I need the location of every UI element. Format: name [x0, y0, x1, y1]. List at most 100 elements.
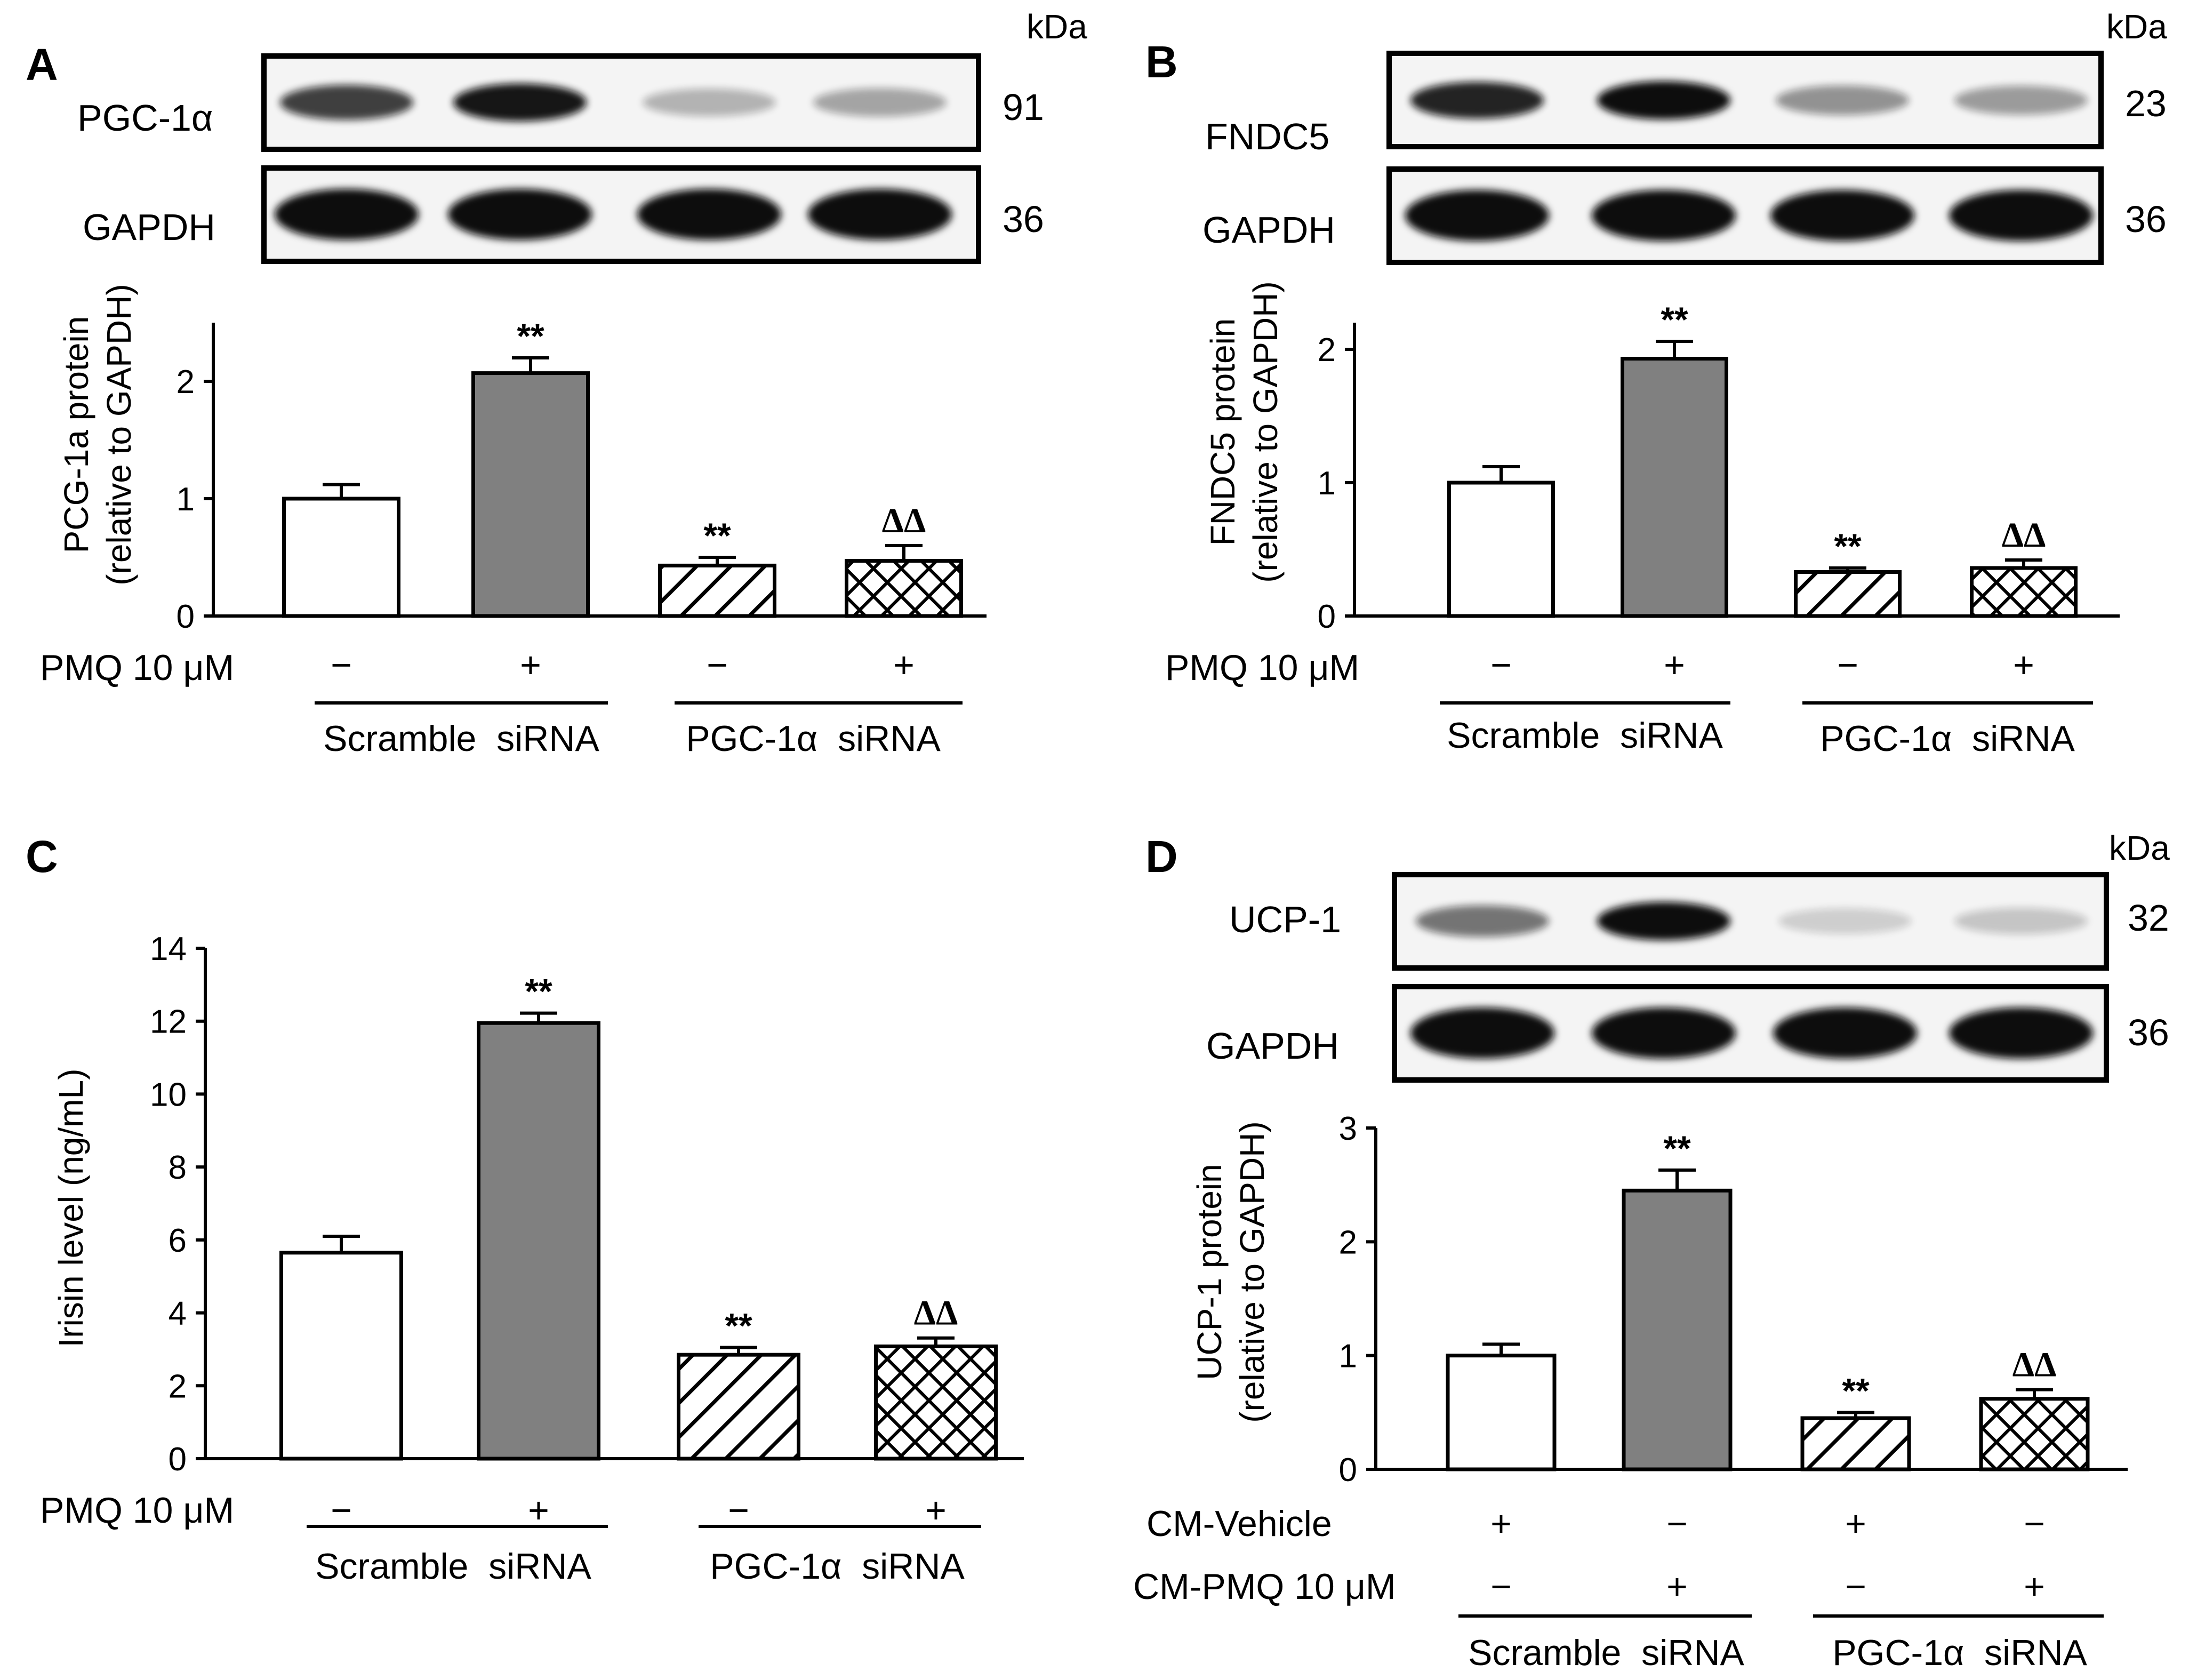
band-a-0-3: [813, 88, 947, 117]
blot-bands-gapdh-b: [1405, 190, 2093, 241]
y-tick-label-a-1: 1: [177, 481, 195, 518]
y-axis-label-a-line2: (relative to GAPDH): [100, 284, 138, 585]
group-label-pgc1a-d: PGC-1α siRNA: [1832, 1633, 2087, 1673]
significance-d-2: **: [1842, 1371, 1870, 1410]
band-d-1-1: [1592, 1007, 1736, 1059]
y-tick-label-b-0: 0: [1318, 598, 1336, 635]
y-axis-label-d-line2: (relative to GAPDH): [1233, 1121, 1271, 1422]
y-tick-label-d-2: 2: [1339, 1224, 1357, 1261]
bars-c: ** ** ΔΔ: [279, 972, 998, 1461]
band-d-0-3: [1954, 908, 2088, 934]
bar-d-1: [1622, 1188, 1733, 1471]
sign-d-1-2: −: [1845, 1566, 1866, 1607]
blot-bands-ucp1: [1416, 902, 2088, 940]
blot-label-gapdh-d: GAPDH: [1206, 1025, 1339, 1067]
significance-b-1: **: [1661, 300, 1688, 339]
y-tick-label-d-0: 0: [1339, 1452, 1357, 1489]
y-tick-label-c-4: 8: [169, 1149, 187, 1186]
sign-d-1-3: +: [2024, 1566, 2045, 1607]
sign-a-0-1: +: [520, 645, 541, 685]
band-b-0-2: [1776, 85, 1909, 115]
band-d-0-1: [1597, 902, 1730, 940]
condition-label-b-pmq: PMQ 10 μM: [1165, 647, 1359, 688]
bar-c-2: [677, 1353, 800, 1461]
significance-a-3: ΔΔ: [882, 501, 926, 540]
band-b-1-3: [1949, 190, 2093, 241]
band-b-0-1: [1597, 81, 1730, 119]
blot-kda-pgc1a: 91: [1003, 86, 1044, 128]
band-d-0-2: [1778, 908, 1912, 934]
y-tick-label-c-6: 12: [150, 1004, 187, 1041]
sign-c-0-1: +: [528, 1490, 549, 1531]
panel-letter-b: B: [1145, 37, 1178, 87]
significance-d-3: ΔΔ: [2012, 1346, 2057, 1385]
bar-d-0: [1446, 1354, 1557, 1471]
y-tick-label-c-0: 0: [169, 1441, 187, 1478]
significance-c-3: ΔΔ: [914, 1294, 958, 1333]
sign-d-1-0: −: [1490, 1566, 1512, 1607]
bars-a: ** ** ΔΔ: [282, 316, 963, 618]
sign-b-0-1: +: [1664, 645, 1685, 685]
panel-letter-c: C: [26, 831, 58, 882]
kda-header-d: kDa: [2109, 829, 2170, 867]
bar-c-3: [874, 1344, 998, 1461]
y-axis-label-d-line1: UCP-1 protein: [1190, 1164, 1229, 1380]
y-tick-label-a-2: 2: [177, 364, 195, 401]
band-b-0-0: [1410, 82, 1544, 119]
y-axis-label-b-line2: (relative to GAPDH): [1246, 281, 1285, 582]
significance-a-2: **: [703, 516, 731, 555]
panel-d: D kDa UCP-1 3 2 GAPDH 36 UCP-1 protein (r…: [1133, 829, 2170, 1673]
y-ticks-c: 0 2 4 6 8 10 12 14: [150, 931, 205, 1478]
group-label-pgc1a-b: PGC-1α siRNA: [1820, 718, 2075, 759]
blot-bands-gapdh-a: [275, 189, 952, 240]
condition-signs-d: + − + − − + − +: [1490, 1503, 2045, 1607]
panel-letter-d: D: [1145, 831, 1178, 882]
band-a-1-3: [808, 189, 952, 240]
y-tick-label-d-3: 3: [1339, 1110, 1357, 1147]
sign-c-0-2: −: [728, 1490, 749, 1531]
kda-header: kDa: [1027, 7, 1087, 46]
blot-kda-fndc5: 23: [2125, 83, 2167, 124]
significance-d-1: **: [1663, 1129, 1691, 1168]
bar-b-1: [1621, 357, 1728, 618]
y-tick-label-b-1: 1: [1318, 465, 1336, 502]
blot-bands-fndc5: [1410, 81, 2088, 119]
sign-a-0-2: −: [707, 645, 728, 685]
y-axis-label-c: Irisin level (ng/mL): [52, 1069, 90, 1348]
sign-b-0-3: +: [2013, 645, 2034, 685]
y-tick-label-c-1: 2: [169, 1368, 187, 1405]
y-tick-label-c-3: 6: [169, 1222, 187, 1259]
group-label-scramble-c: Scramble siRNA: [315, 1546, 591, 1587]
group-label-pgc1a-a: PGC-1α siRNA: [686, 718, 941, 759]
sign-d-0-1: −: [1666, 1503, 1688, 1544]
condition-label-d-vehicle: CM-Vehicle: [1146, 1503, 1332, 1544]
y-tick-label-d-1: 1: [1339, 1338, 1357, 1375]
band-d-1-3: [1949, 1007, 2093, 1059]
y-axis-label-b-line1: FNDC5 protein: [1204, 318, 1242, 546]
sign-a-0-3: +: [893, 645, 915, 685]
condition-signs-c: − + − +: [331, 1490, 947, 1531]
blot-label-ucp1: UCP-1: [1229, 899, 1341, 940]
blot-label-gapdh-b: GAPDH: [1202, 209, 1335, 251]
y-tick-label-a-0: 0: [177, 598, 195, 635]
y-tick-label-b-2: 2: [1318, 332, 1336, 369]
band-d-1-0: [1410, 1007, 1554, 1059]
group-label-scramble-a: Scramble siRNA: [323, 718, 599, 759]
group-label-scramble-b: Scramble siRNA: [1447, 715, 1723, 756]
blot-label-fndc5: FNDC5: [1205, 116, 1329, 157]
blot-kda-gapdh-d: 36: [2128, 1012, 2169, 1053]
bar-c-1: [477, 1021, 600, 1461]
band-a-1-2: [637, 189, 781, 240]
bar-d-3: [1979, 1397, 2090, 1471]
sign-b-0-0: −: [1490, 645, 1512, 685]
bar-c-0: [279, 1251, 403, 1461]
y-tick-label-c-7: 14: [150, 931, 187, 967]
band-b-1-2: [1770, 190, 1914, 241]
band-a-1-1: [448, 189, 592, 240]
sign-d-0-0: +: [1490, 1503, 1512, 1544]
blot-bands-gapdh-d: [1410, 1007, 2093, 1059]
panel-c: C Irisin level (ng/mL) 0 2 4 6 8 10 12 14 ** ** Δ…: [26, 831, 1024, 1587]
bar-b-3: [1970, 566, 2078, 618]
significance-b-3: ΔΔ: [2002, 516, 2046, 555]
